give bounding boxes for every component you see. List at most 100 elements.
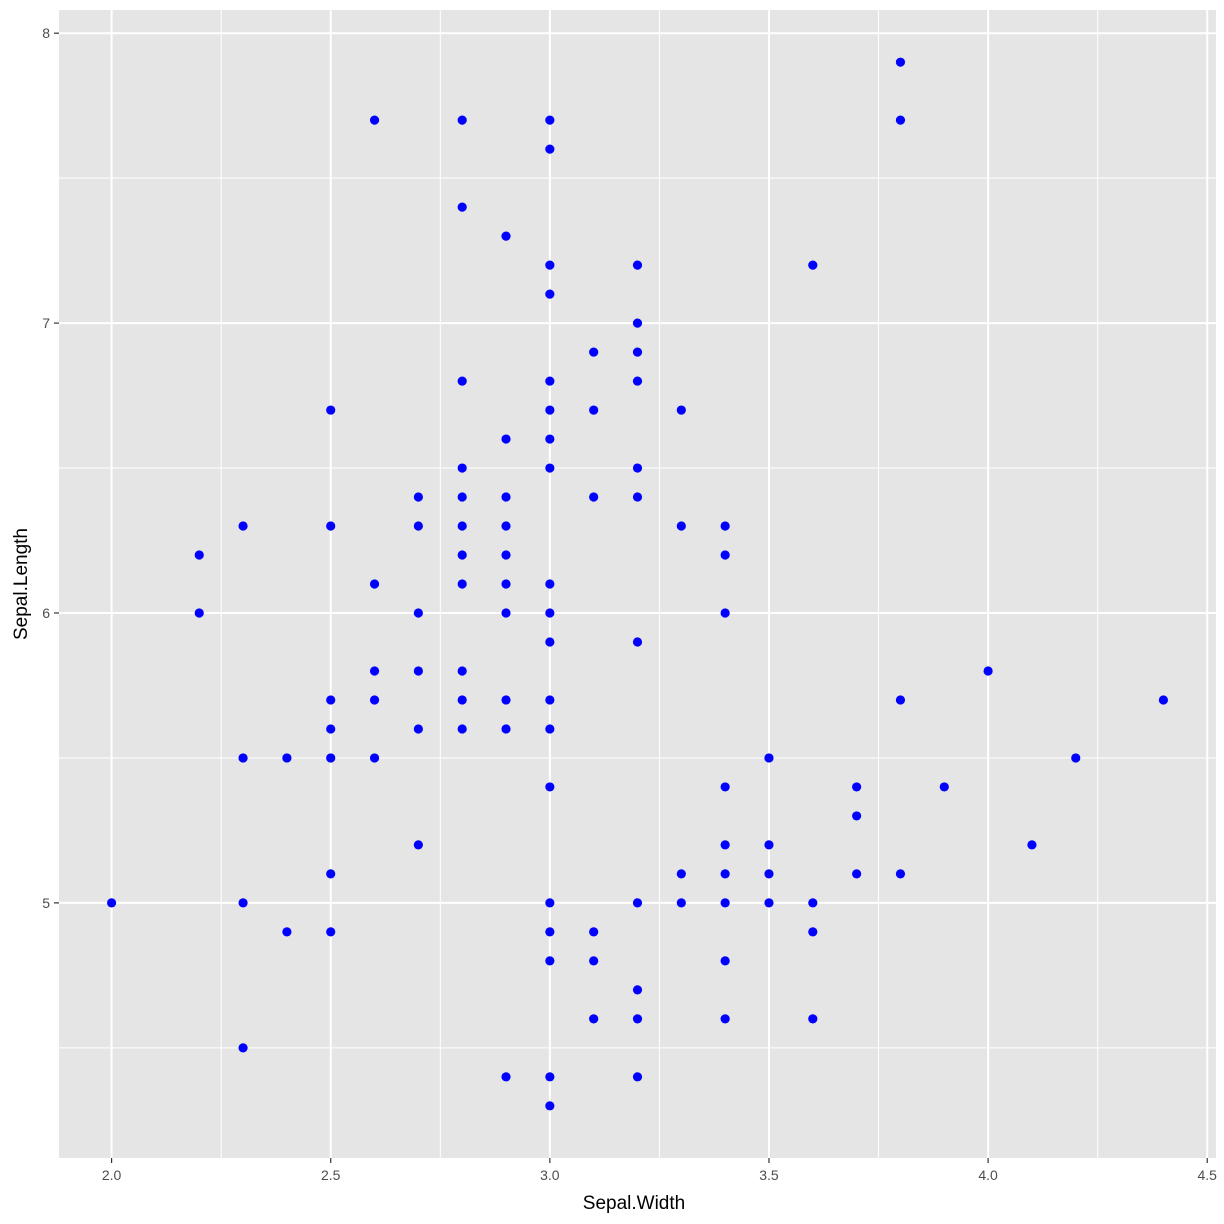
data-point (545, 115, 555, 125)
y-tick-label: 5 (42, 895, 50, 911)
data-point (589, 405, 599, 415)
data-point (895, 57, 906, 67)
data-point (632, 463, 643, 473)
data-point (632, 347, 643, 357)
data-point (501, 1072, 511, 1082)
data-point (895, 115, 906, 125)
data-point (413, 840, 423, 850)
data-point (720, 608, 730, 618)
data-point (457, 724, 467, 734)
data-point (764, 869, 774, 879)
data-point (852, 782, 862, 792)
data-point (238, 753, 248, 763)
data-point (632, 985, 643, 995)
data-point (326, 753, 336, 763)
data-point (106, 898, 117, 908)
data-point (545, 405, 555, 415)
y-axis-title: Sepal.Length (11, 528, 32, 640)
data-point (545, 724, 555, 734)
data-point (589, 1014, 599, 1024)
data-point (1158, 695, 1169, 705)
data-point (676, 521, 686, 531)
data-point (326, 405, 336, 415)
major-grid (59, 10, 1216, 1158)
data-point (457, 115, 467, 125)
data-point (720, 840, 730, 850)
data-point (501, 608, 511, 618)
data-point (939, 782, 949, 792)
data-point (501, 579, 511, 589)
data-point (282, 927, 292, 937)
data-point (632, 1072, 643, 1082)
data-point (501, 550, 511, 560)
data-point (720, 1014, 730, 1024)
data-point (413, 608, 423, 618)
data-point (545, 1101, 555, 1111)
data-point (545, 956, 555, 966)
data-point (852, 869, 862, 879)
data-point (676, 898, 686, 908)
data-point (764, 753, 774, 763)
data-point (720, 898, 730, 908)
data-point (808, 898, 818, 908)
data-point (413, 666, 423, 676)
data-point (895, 869, 906, 879)
data-point (676, 869, 686, 879)
data-point (632, 898, 643, 908)
data-point (369, 695, 380, 705)
data-point (764, 840, 774, 850)
data-point (545, 260, 555, 270)
data-point (632, 376, 643, 386)
data-points (106, 57, 1169, 1111)
data-point (501, 695, 511, 705)
data-point (983, 666, 993, 676)
data-point (501, 521, 511, 531)
data-point (632, 492, 643, 502)
data-point (545, 463, 555, 473)
data-point (326, 695, 336, 705)
data-point (501, 724, 511, 734)
data-point (369, 666, 380, 676)
data-point (238, 1043, 248, 1053)
data-point (808, 927, 818, 937)
data-point (545, 608, 555, 618)
data-point (720, 956, 730, 966)
y-axis-ticks: 5 6 7 8 (42, 25, 59, 911)
data-point (457, 695, 467, 705)
data-point (720, 521, 730, 531)
data-point (632, 1014, 643, 1024)
data-point (194, 550, 204, 560)
x-tick-label: 4.0 (978, 1167, 998, 1183)
data-point (589, 492, 599, 502)
data-point (457, 376, 467, 386)
data-point (457, 579, 467, 589)
data-point (545, 376, 555, 386)
data-point (238, 898, 248, 908)
data-point (457, 550, 467, 560)
data-point (326, 521, 336, 531)
data-point (326, 724, 336, 734)
data-point (632, 637, 643, 647)
x-tick-label: 3.5 (759, 1167, 779, 1183)
x-axis-title: Sepal.Width (583, 1193, 685, 1214)
x-tick-label: 2.0 (102, 1167, 122, 1183)
data-point (545, 289, 555, 299)
y-tick-label: 8 (42, 25, 50, 41)
y-tick-label: 7 (42, 315, 50, 331)
data-point (413, 521, 423, 531)
data-point (1071, 753, 1081, 763)
data-point (457, 666, 467, 676)
data-point (852, 811, 862, 821)
x-tick-label: 3.0 (540, 1167, 560, 1183)
data-point (545, 434, 555, 444)
data-point (545, 144, 555, 154)
data-point (457, 521, 467, 531)
data-point (589, 347, 599, 357)
data-point (501, 231, 511, 241)
data-point (895, 695, 906, 705)
data-point (545, 579, 555, 589)
data-point (545, 927, 555, 937)
data-point (632, 260, 643, 270)
plot-panel (59, 10, 1216, 1158)
minor-grid (59, 10, 1216, 1158)
